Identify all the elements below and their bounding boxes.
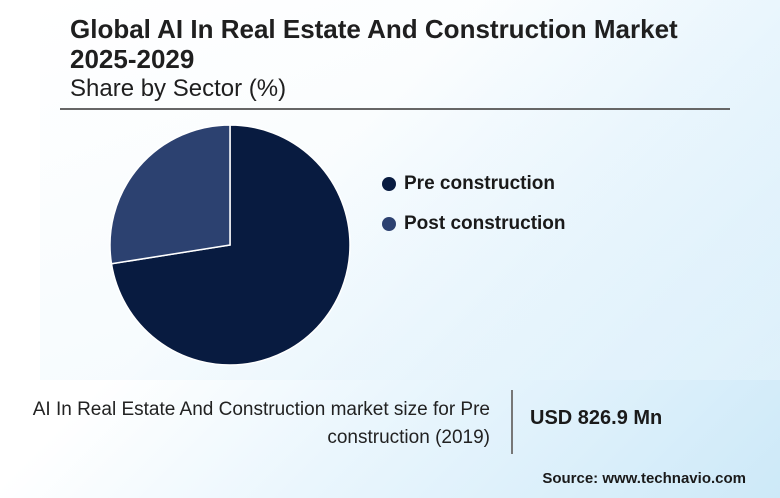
legend-item-pre-construction: Pre construction — [382, 172, 566, 196]
chart-legend: Pre construction Post construction — [382, 172, 566, 252]
legend-label: Pre construction — [404, 173, 555, 194]
market-size-value: USD 826.9 Mn — [530, 407, 663, 429]
footer-divider — [511, 390, 513, 454]
market-size-label: AI In Real Estate And Construction marke… — [32, 399, 490, 448]
chart-subtitle: Share by Sector (%) — [70, 75, 287, 102]
legend-item-post-construction: Post construction — [382, 212, 566, 236]
pie-slice-post-construction — [109, 124, 231, 265]
legend-label: Post construction — [404, 213, 566, 234]
chart-title: Global AI In Real Estate And Constructio… — [70, 14, 678, 74]
legend-swatch — [382, 217, 396, 231]
title-divider — [60, 108, 730, 110]
source-credit: Source: www.technavio.com — [542, 470, 746, 487]
pie-chart — [109, 124, 351, 366]
legend-swatch — [382, 177, 396, 191]
